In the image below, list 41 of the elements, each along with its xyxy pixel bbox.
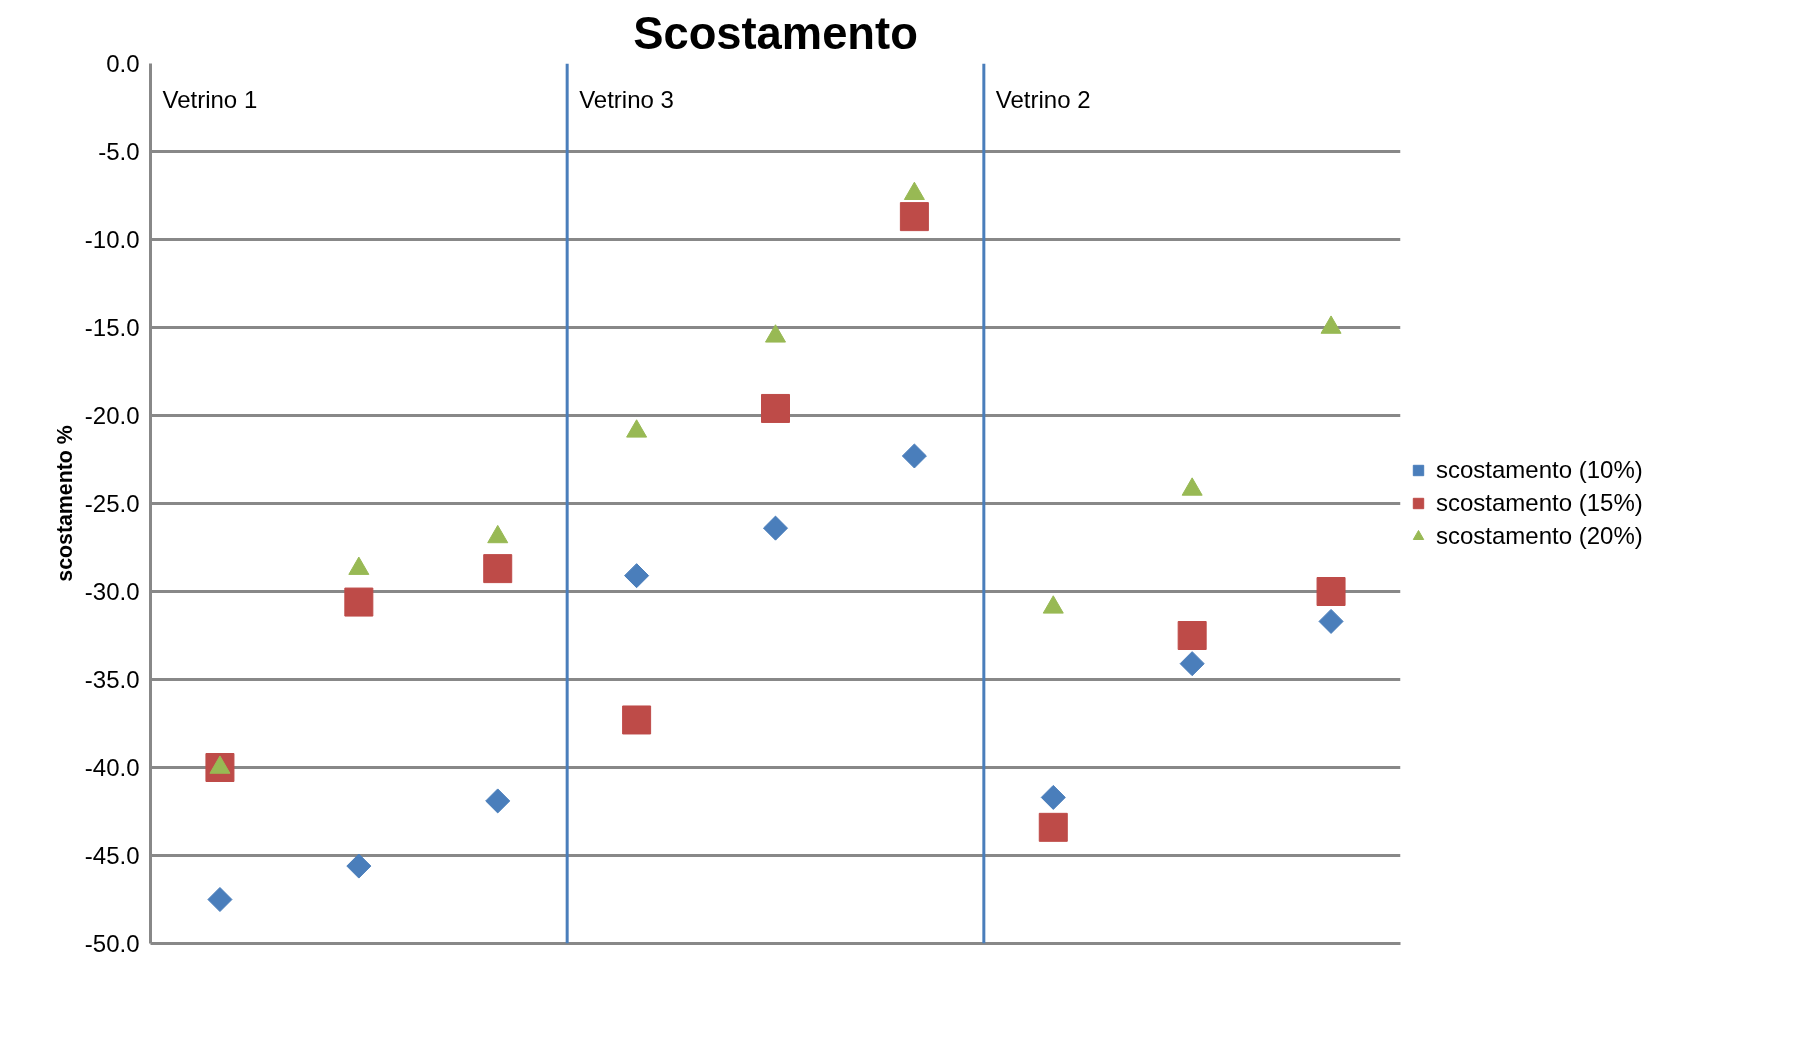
point [1318,608,1344,634]
point [1177,621,1207,650]
point [622,705,652,735]
chart-title: Scostamento [633,7,918,59]
point [1038,812,1068,842]
point [487,524,509,544]
point [626,419,648,438]
point [901,443,927,469]
annotation: Vetrino 3 [579,85,674,113]
legend-label: scostamento (15%) [1436,489,1643,517]
legend-label: scostamento (20%) [1436,522,1643,550]
y-tick-label: -10.0 [84,226,140,253]
point [1320,315,1342,334]
point [1179,651,1205,677]
annotation: Vetrino 1 [162,85,258,113]
y-tick-label: -40.0 [84,754,140,781]
y-tick-label: -25.0 [84,490,140,517]
point [346,853,372,879]
annotation: Vetrino 2 [995,85,1091,113]
y-tick-label: -30.0 [84,578,140,605]
point [344,587,374,617]
point [207,886,233,913]
y-tick-label: -15.0 [84,314,140,341]
legend-label: scostamento (10%) [1436,456,1643,484]
point [483,554,513,584]
point [903,181,925,201]
point [485,788,511,814]
y-tick-label: -20.0 [84,402,140,429]
y-tick-label: -45.0 [84,842,140,869]
point [765,324,786,343]
y-tick-label: -35.0 [84,666,140,693]
y-tick-label: 0.0 [106,50,140,77]
point [762,515,789,541]
point [624,563,650,589]
point [761,393,790,423]
point [1316,577,1346,606]
y-axis-title: scostamento % [52,425,77,582]
y-tick-label: -50.0 [84,930,140,957]
point [1040,784,1066,810]
point [1181,477,1203,496]
y-tick-label: -5.0 [98,138,140,165]
